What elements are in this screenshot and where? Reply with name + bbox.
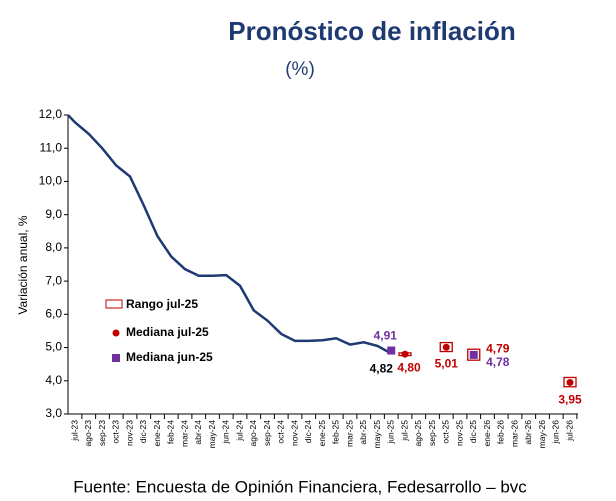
x-tick-label: abr-24 [193,420,203,445]
x-tick-label: nov-25 [454,420,464,446]
inflation-line [67,114,392,355]
median-jul [566,378,574,386]
x-tick-label: sep-24 [262,420,272,446]
median-jun [387,346,396,355]
legend-swatch [105,299,123,309]
x-tick-label: oct-23 [111,420,121,444]
legend-swatch [112,354,120,362]
legend-label: Mediana jul-25 [126,325,209,339]
data-label: 4,82 [370,362,394,376]
data-label: 4,79 [486,342,510,356]
x-tick-label: sep-23 [97,420,107,446]
median-jun [469,350,478,359]
x-tick-label: ene-25 [317,420,327,447]
x-tick-label: mar-24 [179,420,189,447]
legend-label: Rango jul-25 [126,297,198,311]
legend-label: Mediana jun-25 [126,350,213,364]
x-tick-label: jul-24 [234,420,244,442]
x-tick-label: may-26 [537,420,547,449]
y-tick-label: 12,0 [39,107,63,121]
y-tick-label: 7,0 [45,273,62,287]
legend-swatch [112,329,120,337]
data-label: 4,80 [397,360,421,374]
data-label: 5,01 [435,356,459,370]
y-tick-label: 8,0 [45,240,62,254]
y-tick-label: 5,0 [45,340,62,354]
x-tick-label: may-25 [372,420,382,449]
chart-title: Pronóstico de inflación [228,16,515,46]
data-label: 4,91 [374,329,398,343]
y-tick-label: 11,0 [40,140,63,154]
x-tick-label: sep-25 [427,420,437,446]
x-tick-label: feb-24 [166,420,176,444]
x-tick-label: ene-26 [482,420,492,447]
x-tick-label: dic-25 [468,420,478,443]
x-tick-label: jul-25 [399,420,409,442]
chart-subtitle: (%) [285,59,315,80]
x-tick-label: dic-23 [138,420,148,443]
x-tick-label: nov-23 [124,420,134,446]
x-tick-label: jun-24 [221,420,231,445]
x-tick-label: mar-26 [509,420,519,447]
x-tick-label: jul-23 [69,420,79,442]
y-axis-label: Variación anual, % [16,215,30,315]
x-tick-label: dic-24 [303,420,313,443]
median-jul [442,343,450,351]
source: Fuente: Encuesta de Opinión Financiera, … [73,477,527,496]
y-tick-label: 6,0 [45,307,62,321]
y-tick-label: 10,0 [39,174,63,188]
x-tick-label: feb-26 [496,420,506,444]
x-tick-label: jun-25 [386,420,396,445]
x-tick-label: abr-26 [523,420,533,445]
x-tick-label: oct-24 [276,420,286,444]
y-tick-label: 4,0 [45,373,62,387]
data-label: 4,78 [486,355,510,369]
x-tick-label: ago-24 [248,420,258,447]
x-tick-label: ago-23 [83,420,93,447]
x-tick-label: abr-25 [358,420,368,445]
x-tick-label: jul-26 [564,420,574,442]
x-tick-label: jun-26 [551,420,561,445]
x-tick-label: ago-25 [413,420,423,447]
x-tick-label: nov-24 [289,420,299,446]
x-tick-label: may-24 [207,420,217,449]
x-tick-label: oct-25 [441,420,451,444]
x-tick-label: feb-25 [331,420,341,444]
y-tick-label: 9,0 [45,207,62,221]
median-jul [401,350,409,358]
y-tick-label: 3,0 [45,406,62,420]
x-tick-label: mar-25 [344,420,354,447]
x-tick-label: ene-24 [152,420,162,447]
data-label: 3,95 [558,393,582,407]
